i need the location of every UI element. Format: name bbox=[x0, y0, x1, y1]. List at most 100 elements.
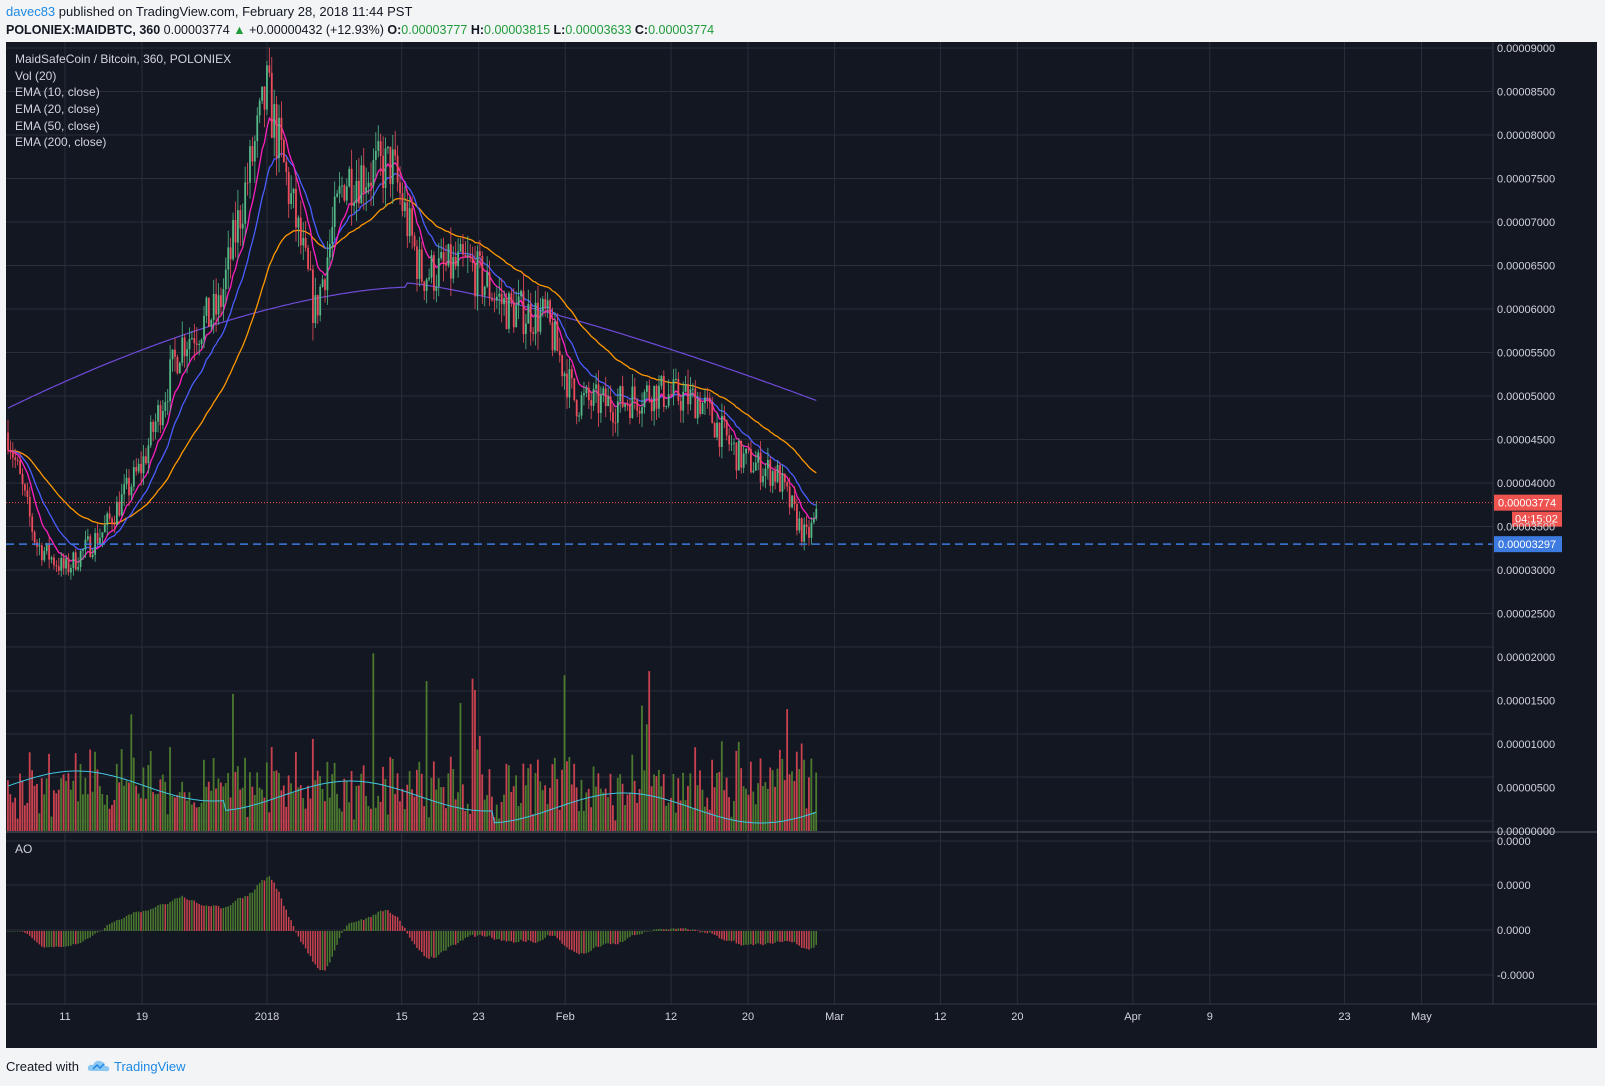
volume-bar bbox=[616, 777, 619, 831]
author-link[interactable]: davec83 bbox=[6, 4, 56, 19]
ao-bar bbox=[641, 931, 643, 934]
volume-bar bbox=[437, 778, 440, 831]
ao-bar bbox=[149, 908, 152, 931]
legend-ema20[interactable]: EMA (20, close) bbox=[15, 102, 100, 116]
candle-body bbox=[677, 378, 680, 401]
ao-bar bbox=[592, 931, 595, 949]
volume-bar bbox=[507, 765, 510, 831]
ao-bar bbox=[735, 931, 738, 944]
candle-body bbox=[387, 146, 389, 149]
close-label: C: bbox=[634, 23, 649, 37]
chart-container[interactable]: 0.00003297 0.00003774 04:15:02 11 19 2018 15 2… bbox=[6, 42, 1597, 1048]
candle-body bbox=[759, 452, 762, 483]
candle-body bbox=[280, 117, 283, 140]
candle-body bbox=[462, 244, 464, 255]
volume-bar bbox=[236, 766, 239, 831]
legend-ema50[interactable]: EMA (50, close) bbox=[15, 119, 100, 133]
candle-body bbox=[86, 536, 89, 540]
ao-bar bbox=[800, 931, 803, 948]
candle-body bbox=[616, 401, 619, 423]
ao-bar bbox=[28, 931, 31, 936]
volume-bar bbox=[728, 797, 730, 831]
candle-body bbox=[740, 440, 743, 468]
candle-body bbox=[227, 247, 230, 270]
volume-bar bbox=[491, 796, 493, 831]
ao-bar bbox=[41, 931, 43, 947]
volume-bar bbox=[118, 782, 121, 831]
volume-bar bbox=[573, 763, 576, 831]
volume-bar bbox=[268, 812, 271, 831]
volume-bar bbox=[764, 782, 767, 831]
candle-body bbox=[212, 293, 215, 320]
volume-bar bbox=[108, 808, 111, 831]
ao-label[interactable]: AO bbox=[15, 842, 32, 856]
ao-bar bbox=[476, 931, 479, 936]
candle-body bbox=[358, 180, 360, 204]
countdown-bg bbox=[1512, 511, 1562, 527]
volume-bar bbox=[307, 785, 309, 831]
volume-bar bbox=[432, 761, 435, 831]
legend-ema200[interactable]: EMA (200, close) bbox=[15, 135, 106, 149]
ao-bar bbox=[215, 905, 217, 931]
volume-bar bbox=[735, 750, 738, 831]
price-axis-tick: 0.00001000 bbox=[1497, 739, 1555, 751]
tradingview-cloud-icon[interactable] bbox=[83, 1059, 114, 1074]
ao-bar bbox=[222, 907, 225, 931]
candle-body bbox=[428, 277, 430, 280]
ao-axis-tick: 0.0000 bbox=[1497, 880, 1531, 892]
candle-body bbox=[203, 315, 205, 340]
volume-bar bbox=[478, 735, 481, 831]
volume-bar bbox=[723, 790, 726, 831]
ao-bar bbox=[520, 931, 522, 940]
volume-bar bbox=[595, 786, 597, 831]
ao-bar bbox=[246, 896, 249, 931]
volume-bar bbox=[650, 786, 653, 831]
candle-body bbox=[783, 473, 786, 483]
ao-bar bbox=[130, 914, 133, 931]
volume-bar bbox=[580, 779, 583, 831]
time-tick-label: Apr bbox=[1124, 1011, 1141, 1023]
candle-body bbox=[183, 337, 186, 357]
ao-bar bbox=[261, 880, 263, 931]
volume-bar bbox=[273, 771, 275, 831]
volume-bar bbox=[505, 763, 508, 831]
created-with-text: Created with bbox=[6, 1059, 79, 1074]
price-axis-tick: 0.00005000 bbox=[1497, 391, 1555, 403]
ao-bar bbox=[217, 906, 220, 931]
candle-body bbox=[728, 435, 731, 445]
volume-bar bbox=[716, 773, 718, 831]
ao-bar bbox=[74, 931, 77, 945]
volume-bar bbox=[682, 772, 684, 831]
volume-bar bbox=[486, 795, 488, 831]
volume-bar bbox=[52, 790, 55, 831]
volume-bar bbox=[241, 787, 244, 831]
ao-bar bbox=[244, 896, 246, 931]
legend-ema10[interactable]: EMA (10, close) bbox=[15, 85, 100, 99]
time-tick-label: Feb bbox=[556, 1011, 575, 1023]
legend-volume[interactable]: Vol (20) bbox=[15, 69, 56, 83]
candle-body bbox=[769, 459, 772, 486]
volume-bar bbox=[481, 774, 484, 831]
ao-bar bbox=[331, 931, 333, 957]
candle-body bbox=[670, 394, 672, 396]
ao-bar bbox=[176, 898, 179, 931]
price-axis-tick: 0.00007500 bbox=[1497, 174, 1555, 186]
volume-bar bbox=[386, 814, 389, 831]
ao-bar bbox=[745, 931, 747, 945]
ao-bar bbox=[382, 911, 384, 931]
volume-bar bbox=[328, 797, 331, 831]
volume-bar bbox=[703, 806, 706, 831]
tradingview-link[interactable]: TradingView bbox=[114, 1059, 186, 1074]
volume-bar bbox=[769, 767, 772, 831]
ao-bar bbox=[186, 899, 188, 931]
price-chart[interactable]: 0.00003297 0.00003774 04:15:02 11 19 2018 15 2… bbox=[6, 42, 1597, 1048]
ao-bar bbox=[554, 931, 556, 936]
high-label: H: bbox=[470, 23, 485, 37]
volume-bar bbox=[599, 788, 602, 831]
ao-bar bbox=[370, 917, 372, 931]
support-label-bg bbox=[1494, 536, 1562, 553]
volume-bar bbox=[411, 789, 413, 831]
volume-bar bbox=[660, 786, 663, 831]
candle-body bbox=[154, 421, 157, 432]
candle-body bbox=[580, 395, 583, 416]
